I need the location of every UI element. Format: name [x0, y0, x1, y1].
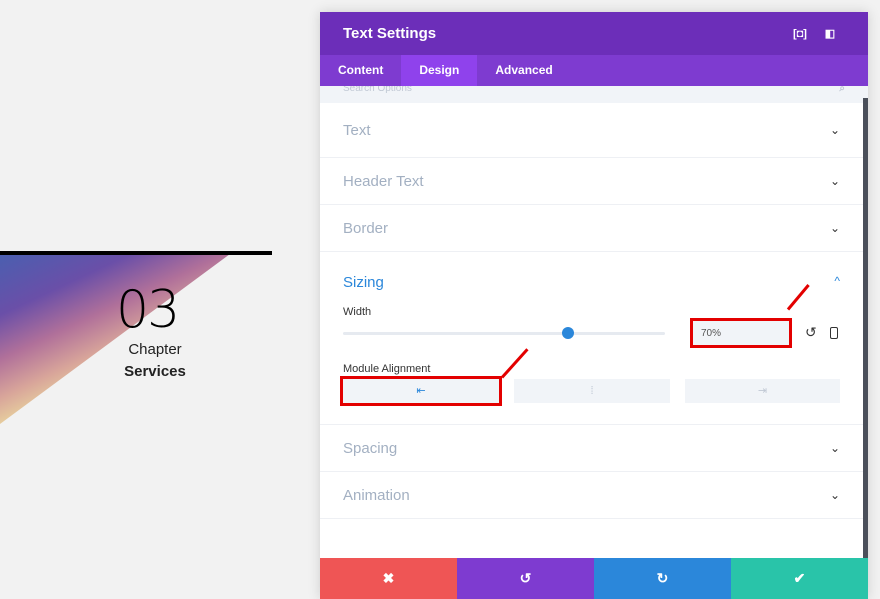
mobile-icon[interactable]	[830, 327, 838, 339]
modal-header: Text Settings [◘] ◧	[320, 12, 868, 55]
reset-icon[interactable]: ↺	[805, 324, 817, 340]
search-icon: ⌕	[839, 86, 845, 94]
divider-line	[0, 251, 272, 255]
chevron-down-icon: ⌄	[829, 174, 840, 188]
section-label: Header Text	[343, 172, 424, 190]
tab-content[interactable]: Content	[338, 63, 384, 77]
section-label: Border	[343, 219, 389, 237]
align-center-button[interactable]: ⁞	[514, 379, 670, 403]
tab-design[interactable]: Design	[401, 55, 478, 86]
gradient-decoration	[0, 254, 230, 424]
chevron-down-icon: ⌄	[829, 488, 840, 502]
slider-handle[interactable]	[562, 327, 575, 339]
tab-bar: Content Design Advanced	[320, 55, 868, 86]
scrollbar[interactable]	[863, 98, 868, 570]
align-right-button[interactable]: ⇥	[685, 379, 840, 403]
text-settings-modal: Text Settings [◘] ◧ Content Design Advan…	[320, 12, 868, 599]
chevron-down-icon: ⌄	[829, 441, 840, 455]
section-label: Text	[343, 121, 371, 139]
section-text[interactable]: Text ⌄	[320, 103, 868, 158]
search-placeholder: Search Options	[343, 86, 412, 94]
section-border[interactable]: Border ⌄	[320, 205, 868, 252]
section-label[interactable]: Sizing	[343, 274, 384, 291]
width-label: Width	[343, 306, 372, 318]
chapter-number: 03	[116, 280, 180, 340]
chevron-down-icon: ⌄	[829, 123, 840, 137]
chevron-down-icon: ⌄	[829, 221, 840, 235]
undo-button[interactable]: ↺	[457, 558, 594, 599]
chevron-up-icon[interactable]: ^	[834, 274, 840, 288]
save-button[interactable]: ✔	[731, 558, 868, 599]
width-slider[interactable]	[343, 332, 665, 335]
fullscreen-icon[interactable]: [◘]	[793, 27, 807, 40]
modal-title: Text Settings	[343, 25, 437, 42]
tab-advanced[interactable]: Advanced	[495, 63, 553, 77]
section-spacing[interactable]: Spacing ⌄	[320, 425, 868, 472]
modal-footer: ✖ ↺ ↻ ✔	[320, 558, 868, 599]
redo-button[interactable]: ↻	[594, 558, 731, 599]
align-left-button[interactable]: ⇤	[340, 376, 502, 406]
section-sizing: Sizing ^ Width 70% ↺ Module Alignment ⇤ …	[320, 252, 868, 425]
chapter-title: Services	[124, 363, 186, 380]
section-animation[interactable]: Animation ⌄	[320, 472, 868, 519]
section-label: Animation	[343, 486, 410, 504]
alignment-label: Module Alignment	[343, 363, 431, 375]
width-input[interactable]: 70%	[690, 318, 792, 348]
sidebar-layout-icon[interactable]: ◧	[824, 28, 836, 40]
search-input[interactable]: Search Options ⌕	[320, 86, 868, 103]
chapter-label: Chapter	[128, 341, 182, 358]
cancel-button[interactable]: ✖	[320, 558, 457, 599]
section-header-text[interactable]: Header Text ⌄	[320, 158, 868, 205]
section-label: Spacing	[343, 439, 398, 457]
